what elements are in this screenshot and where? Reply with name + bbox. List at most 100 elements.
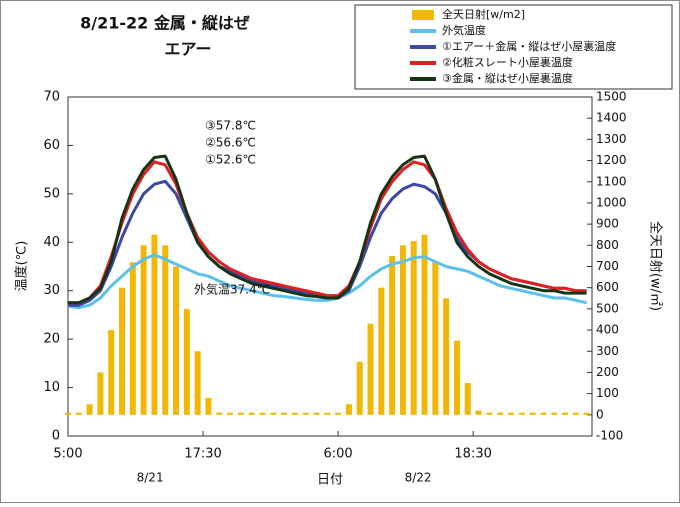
y2-tick-label: 500 [596, 301, 619, 315]
bar [162, 245, 169, 415]
legend-label: 外気温度 [442, 23, 486, 37]
y2-tick-label: 400 [596, 323, 619, 337]
x-tick-label: 17:30 [184, 447, 221, 462]
legend-label: ②化粧スレート小屋裏温度 [442, 55, 573, 69]
bar [119, 287, 126, 415]
y2-tick-label: 1100 [596, 174, 627, 188]
bar [194, 351, 201, 415]
line [67, 253, 587, 310]
y2-tick-label: 1300 [596, 132, 627, 146]
date-label: 8/21 [137, 471, 164, 485]
chart-subtitle: エアー [164, 40, 211, 59]
bar [583, 412, 590, 415]
bar [529, 412, 536, 415]
bar [97, 372, 104, 415]
bar [475, 410, 482, 415]
y2-tick-label: 800 [596, 238, 619, 252]
bar [227, 412, 234, 415]
x-tick-label: 18:30 [454, 447, 491, 462]
legend-swatch [412, 10, 434, 20]
legend-label: 全天日射[w/m2] [442, 7, 525, 21]
bar [443, 298, 450, 415]
y2-tick-label: 1200 [596, 153, 627, 167]
bar [464, 383, 471, 415]
y-tick-label: 50 [43, 186, 60, 201]
bar [216, 412, 223, 415]
y2-tick-label: 900 [596, 217, 619, 231]
date-label: 8/22 [405, 471, 432, 485]
y2-tick-label: 1500 [596, 90, 627, 104]
legend-box [354, 4, 673, 90]
y2-tick-label: 0 [596, 407, 604, 421]
bar [561, 412, 568, 415]
bar [86, 404, 93, 415]
legend-label: ③金属・縦はぜ小屋裏温度 [442, 71, 573, 85]
legend-label: ①エアー＋金属・縦はぜ小屋裏温度 [442, 39, 616, 53]
bar [399, 245, 406, 415]
bar [324, 412, 331, 415]
bar [335, 412, 342, 415]
bar [205, 397, 212, 415]
y2-tick-label: 200 [596, 365, 619, 379]
bar [65, 412, 71, 415]
bar [356, 361, 363, 415]
bar [486, 412, 493, 415]
bar [389, 255, 396, 415]
chart-title: 8/21-22 金属・縦はぜ [80, 14, 250, 33]
bar [540, 412, 547, 415]
bar [129, 262, 136, 415]
bar [259, 412, 266, 415]
bar [291, 412, 298, 415]
bar [313, 412, 320, 415]
y2-axis-label: 全天日射(w/㎡) [648, 221, 664, 311]
bar [410, 241, 417, 415]
bar [75, 412, 82, 415]
bar [108, 330, 115, 415]
bar [151, 234, 158, 415]
bar [551, 412, 558, 415]
bar [248, 412, 255, 415]
bar [173, 266, 180, 415]
bar [237, 412, 244, 415]
y-tick-label: 20 [43, 332, 60, 347]
bar [432, 262, 439, 415]
y2-tick-label: 300 [596, 344, 619, 358]
y-tick-label: 30 [43, 283, 60, 298]
bar [183, 308, 190, 415]
bar [302, 412, 309, 415]
x-axis-label: 日付 [317, 473, 343, 488]
bar [281, 412, 288, 415]
x-tick-label: 5:00 [53, 447, 82, 462]
line [68, 154, 587, 305]
bar [507, 412, 514, 415]
y2-tick-label: 700 [596, 259, 619, 273]
bar [367, 323, 374, 415]
bar [497, 412, 504, 415]
y-tick-label: 40 [43, 235, 60, 250]
annotation: 外気温37.4℃ [194, 282, 270, 297]
annotation: ②56.6℃ [205, 136, 256, 150]
bar [572, 412, 579, 415]
annotation: ③57.8℃ [205, 119, 256, 133]
bar [270, 412, 277, 415]
bar [453, 340, 460, 415]
bar [421, 234, 428, 415]
y2-tick-label: 1000 [596, 195, 627, 209]
y2-tick-label: 600 [596, 280, 619, 294]
y-tick-label: 60 [43, 138, 60, 153]
bar [518, 412, 525, 415]
line [68, 160, 587, 305]
x-tick-label: 6:00 [324, 447, 353, 462]
y-axis-label: 温度(℃) [14, 241, 30, 292]
bar [378, 287, 385, 415]
y-tick-label: 10 [43, 380, 60, 395]
y2-tick-label: -100 [596, 429, 623, 443]
y-tick-label: 0 [52, 429, 60, 444]
y2-tick-label: 100 [596, 386, 619, 400]
bar [345, 404, 352, 415]
annotation: ①52.6℃ [205, 153, 256, 167]
y-tick-label: 70 [43, 90, 60, 105]
bar [140, 245, 147, 415]
y2-tick-label: 1400 [596, 111, 627, 125]
